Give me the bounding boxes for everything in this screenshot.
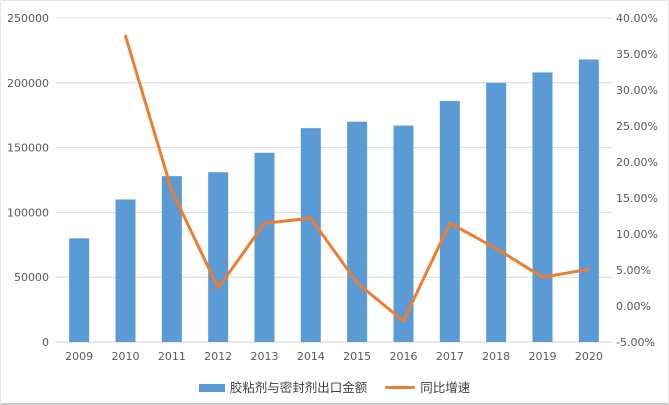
y-axis-label-right: -5.00%	[616, 336, 655, 349]
legend-label-growth-rate: 同比增速	[420, 379, 471, 395]
growth-line	[124, 34, 591, 323]
y-axis-label-left: 200000	[7, 77, 49, 90]
bar-2016	[393, 125, 414, 343]
y-axis-label-left: 150000	[7, 142, 49, 155]
legend-item-export-amount: 胶粘剂与密封剂出口金额	[198, 379, 368, 395]
bar-2018	[486, 82, 507, 343]
y-axis-label-left: 250000	[7, 12, 49, 25]
x-axis-label: 2017	[436, 350, 464, 363]
y-axis-label-right: 10.00%	[616, 228, 658, 241]
legend-label-export-amount: 胶粘剂与密封剂出口金额	[229, 379, 368, 395]
x-axis-label: 2009	[65, 350, 93, 363]
x-axis-label: 2013	[251, 350, 279, 363]
bar-2014	[300, 128, 321, 342]
y-axis-label-right: 0.00%	[616, 300, 651, 313]
bar-2013	[254, 152, 275, 342]
bar-2012	[208, 172, 229, 342]
x-axis-label: 2015	[343, 350, 371, 363]
bar-2017	[439, 100, 460, 342]
bar-2015	[347, 121, 368, 343]
bar-2011	[161, 176, 182, 342]
y-axis-label-left: 50000	[14, 271, 49, 284]
y-axis-label-left: 100000	[7, 206, 49, 219]
x-axis-label: 2019	[529, 350, 557, 363]
x-axis-label: 2011	[158, 350, 186, 363]
y-axis-label-right: 15.00%	[616, 192, 658, 205]
y-axis-label-right: 30.00%	[616, 84, 658, 97]
y-axis-label-right: 35.00%	[616, 48, 658, 61]
x-axis-label: 2018	[482, 350, 510, 363]
y-axis-label-left: 0	[42, 336, 49, 349]
bar-2019	[532, 72, 553, 342]
y-axis-label-right: 5.00%	[616, 264, 651, 277]
bar-2009	[69, 238, 90, 342]
bar-2010	[115, 199, 136, 342]
x-axis-label: 2010	[112, 350, 140, 363]
x-axis-label: 2014	[297, 350, 325, 363]
y-axis-label-right: 40.00%	[616, 12, 658, 25]
bar-series-swatch-icon	[198, 383, 225, 392]
legend-item-growth-rate: 同比增速	[385, 379, 471, 395]
y-axis-label-right: 25.00%	[616, 120, 658, 133]
bar-2020	[578, 59, 599, 343]
x-axis-label: 2016	[390, 350, 418, 363]
legend: 胶粘剂与密封剂出口金额 同比增速	[1, 379, 668, 395]
y-axis-label-right: 20.00%	[616, 156, 658, 169]
line-series-swatch-icon	[385, 386, 416, 390]
x-axis-label: 2020	[575, 350, 603, 363]
x-axis-label: 2012	[204, 350, 232, 363]
